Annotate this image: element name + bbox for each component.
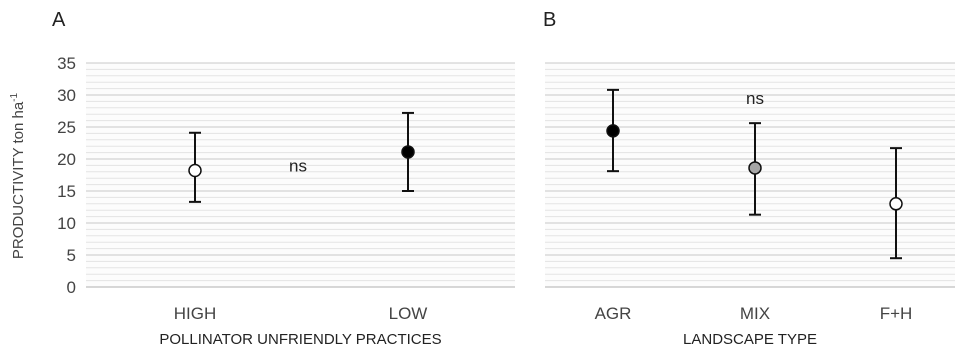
x-tick-label: F+H [880, 304, 913, 323]
data-point [401, 145, 415, 159]
panel-a: A 0 5 10 15 20 25 30 35 HIGH LOW POLLINATOR UNFRIEN… [52, 9, 515, 348]
significance-annotation: ns [746, 89, 764, 108]
x-tick-label: HIGH [174, 304, 217, 323]
data-point [889, 197, 903, 211]
x-axis-title: LANDSCAPE TYPE [683, 331, 817, 348]
y-tick-label: 15 [57, 182, 76, 201]
y-tick-label: 10 [57, 214, 76, 233]
x-axis-title: POLLINATOR UNFRIENDLY PRACTICES [159, 331, 441, 348]
plot-area [86, 63, 515, 287]
panel-letter: A [52, 9, 66, 31]
y-axis-title-text: PRODUCTIVITY ton ha [10, 101, 27, 259]
y-tick-label: 35 [57, 54, 76, 73]
y-tick-label: 25 [57, 118, 76, 137]
x-tick-label: LOW [389, 304, 428, 323]
x-tick-label: MIX [740, 304, 770, 323]
panel-letter: B [543, 9, 556, 31]
y-tick-label: 5 [67, 246, 76, 265]
data-point [188, 163, 202, 178]
y-axis-title: PRODUCTIVITY ton ha-1 [9, 92, 27, 259]
panel-b: B AGR MIX F+H LANDSCAPE TYPE ns [543, 9, 955, 348]
x-tick-label: AGR [595, 304, 632, 323]
significance-annotation: ns [289, 156, 307, 175]
data-point [748, 161, 762, 175]
data-point [606, 124, 620, 138]
y-axis-title-superscript: -1 [9, 92, 20, 101]
y-tick-label: 20 [57, 150, 76, 169]
y-tick-label: 30 [57, 86, 76, 105]
y-tick-label: 0 [67, 278, 76, 297]
